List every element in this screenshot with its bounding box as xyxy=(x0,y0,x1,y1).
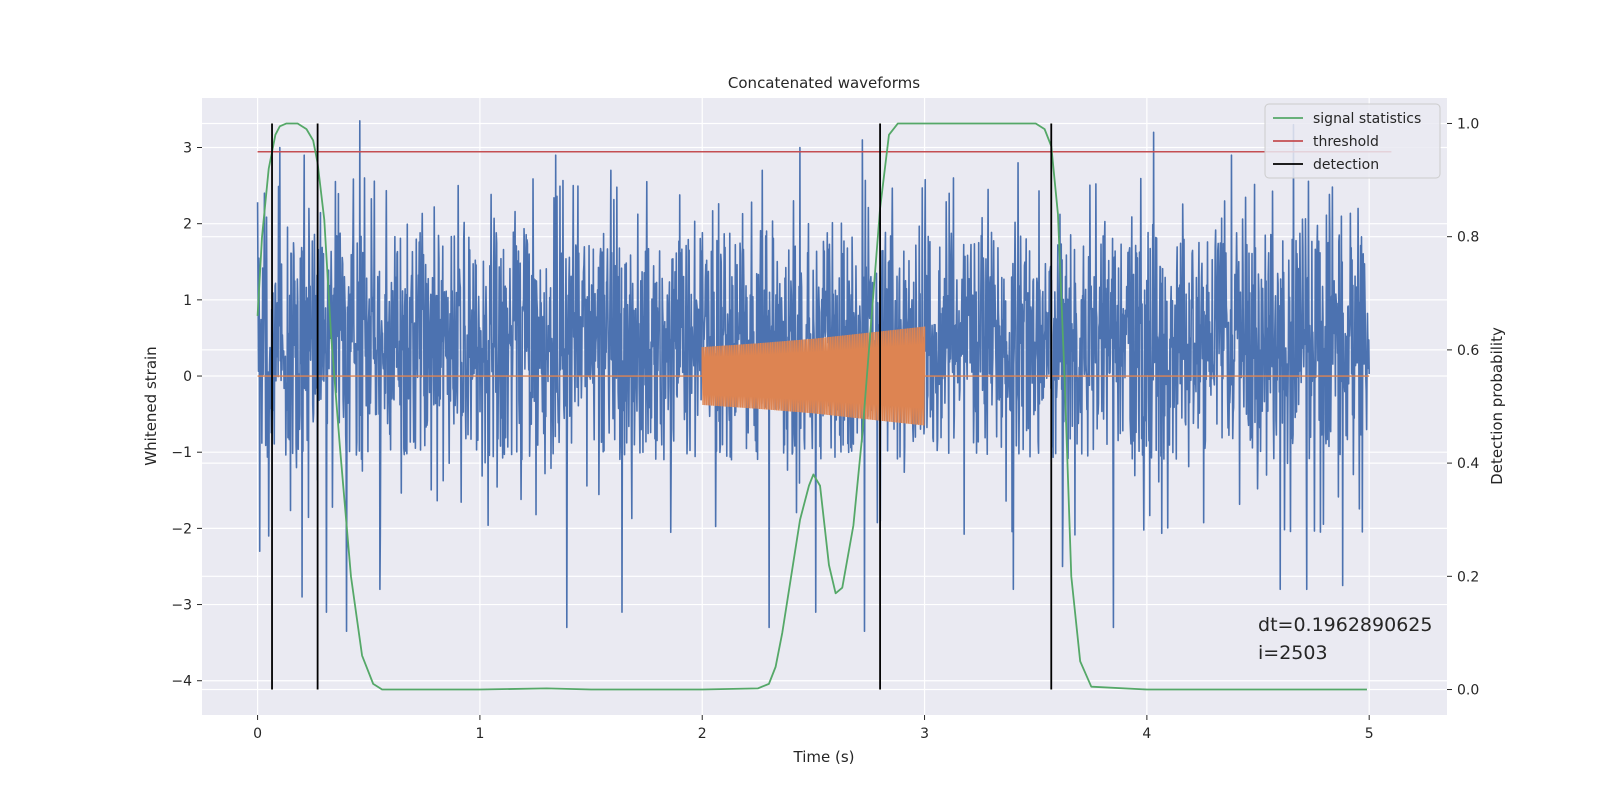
annotation-line: dt=0.1962890625 xyxy=(1258,614,1432,636)
legend-label: signal statistics xyxy=(1313,111,1421,127)
y-tick-label: 1 xyxy=(183,293,192,309)
y2-tick-label: 1.0 xyxy=(1457,116,1479,132)
series-signal-statistics xyxy=(256,122,1367,691)
y-tick-label: 0 xyxy=(183,369,192,385)
y-tick-label: 3 xyxy=(183,141,192,157)
y-tick-label: −4 xyxy=(171,674,192,690)
legend-label: detection xyxy=(1313,157,1379,173)
chart-title: Concatenated waveforms xyxy=(728,74,920,92)
x-axis-label: Time (s) xyxy=(793,748,855,766)
x-tick-label: 1 xyxy=(475,726,484,742)
y2-tick-label: 0.6 xyxy=(1457,343,1479,359)
x-tick-label: 4 xyxy=(1142,726,1151,742)
x-tick-label: 3 xyxy=(920,726,929,742)
y2-tick-label: 0.8 xyxy=(1457,230,1479,246)
annotation-line: i=2503 xyxy=(1258,642,1328,664)
y2-tick-label: 0.2 xyxy=(1457,569,1479,585)
ticks: 0 1 2 3 4 5 3 2 1 0 −1 −2 −3 −4 1.0 0.8 0.6 0.4 0.2 0.0 xyxy=(171,116,1479,742)
x-tick-label: 5 xyxy=(1365,726,1374,742)
legend: signal statistics threshold detection xyxy=(1264,103,1441,179)
y2-axis-label: Detection probability xyxy=(1488,327,1506,485)
series-chirp xyxy=(257,326,1370,426)
y2-tick-label: 0.4 xyxy=(1457,456,1479,472)
y-tick-label: 2 xyxy=(183,217,192,233)
annotation: dt=0.1962890625 i=2503 xyxy=(1258,614,1432,664)
series-layer xyxy=(256,120,1392,691)
series-strain xyxy=(256,120,1370,633)
y-tick-label: −2 xyxy=(171,521,192,537)
x-tick-label: 2 xyxy=(698,726,707,742)
y-axis-label: Whitened strain xyxy=(142,346,160,465)
y2-tick-label: 0.0 xyxy=(1457,683,1479,699)
x-tick-label: 0 xyxy=(253,726,262,742)
y-tick-label: −1 xyxy=(171,445,192,461)
legend-box xyxy=(1264,103,1441,179)
y-tick-label: −3 xyxy=(171,598,192,614)
legend-label: threshold xyxy=(1313,134,1379,150)
